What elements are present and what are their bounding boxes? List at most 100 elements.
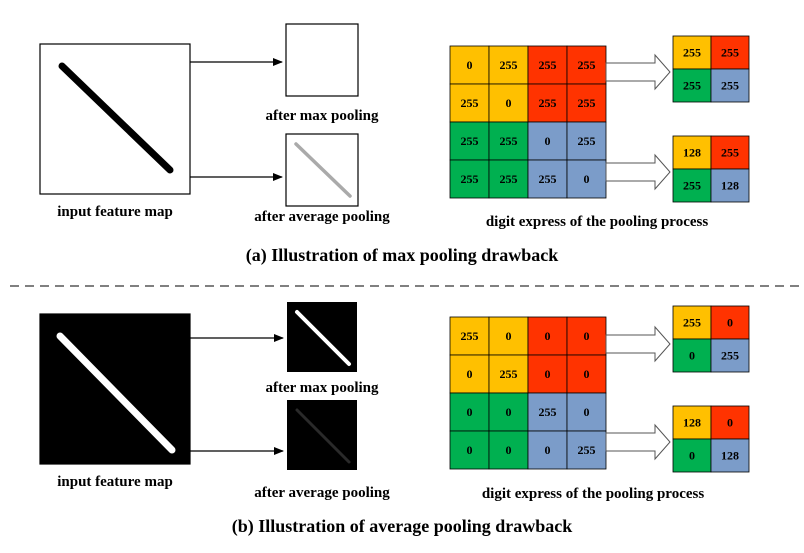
panel-b-grid-cell-value: 255 (461, 329, 479, 343)
panel-b-grid-cell-value: 255 (539, 405, 557, 419)
panel-a-avg-result-cell-value: 255 (721, 146, 739, 160)
panel-b-block-arrow-max (605, 325, 671, 363)
panel-b-avg-result-cell (710, 438, 750, 473)
panel-a-grid-cell-value: 255 (461, 134, 479, 148)
panel-a-grid-cell (566, 45, 607, 85)
panel-b-max-label: after max pooling (265, 380, 379, 396)
panel-a-grid-cell-value: 0 (584, 172, 590, 186)
panel-b-input-label: input feature map (57, 474, 173, 490)
panel-a-input-label: input feature map (57, 204, 173, 220)
panel-a-digit-grid: 0 255 255 255 255 0 255 255 255 255 0 255 255 255 255 0 (449, 45, 607, 199)
panel-a-max-result-cell (710, 68, 750, 103)
panel-b-avg-result-cell (710, 405, 750, 440)
panel-a-max-result-cell (710, 35, 750, 70)
panel-b-max-result-cell (672, 338, 712, 373)
panel-b-max-result-cell-value: 0 (727, 316, 733, 330)
panel-b-digit-grid: 255 0 0 0 0 255 0 0 0 0 255 0 0 0 0 255 (449, 316, 607, 470)
panel-a-max-result-cell-value: 255 (683, 79, 701, 93)
panel-a-avg-result-cell-value: 255 (683, 179, 701, 193)
panel-a-avg-label: after average pooling (254, 209, 390, 225)
panel-a-grid-cell-value: 0 (506, 96, 512, 110)
panel-a-input-line (58, 62, 174, 174)
panel-b-grid-cell-value: 0 (467, 443, 473, 457)
panel-a-grid-cell-value: 0 (467, 58, 473, 72)
panel-a-grid-cell-value: 255 (539, 172, 557, 186)
panel-a-grid-cell-value: 255 (578, 58, 596, 72)
panel-b-grid-cell-value: 0 (506, 443, 512, 457)
panel-a-grid-cell (527, 83, 568, 123)
panel-a-grid-cell (488, 121, 529, 161)
panel-b-avg-result-cell-value: 128 (683, 416, 701, 430)
panel-a-max-result-grid: 255 255 255 255 (672, 35, 750, 103)
panel-a-max-result-cell-value: 255 (683, 46, 701, 60)
panel-b-grid-cell-value: 0 (584, 405, 590, 419)
panel-b-block-arrow-avg (605, 423, 671, 461)
panel-b-avg-result-cell-value: 128 (721, 449, 739, 463)
panel-b-max-result-cell-value: 0 (689, 349, 695, 363)
panel-a-grid-cell-value: 255 (539, 96, 557, 110)
panel-a-grid-cell (449, 121, 490, 161)
panel-a-avg-result-cell (710, 168, 750, 203)
panel-a-grid-cell-value: 255 (461, 172, 479, 186)
panel-b-avg-result-cell (672, 438, 712, 473)
panel-a-block-arrow-max (605, 53, 671, 91)
panel-a-grid-cell (566, 83, 607, 123)
panel-a-grid-cell-value: 255 (578, 134, 596, 148)
panel-a-digit-label: digit express of the pooling process (486, 214, 709, 230)
panel-b-avg-label: after average pooling (254, 485, 390, 501)
panel-a-grid-cell-value: 0 (545, 134, 551, 148)
panel-a-avg-result-cell-value: 128 (683, 146, 701, 160)
panel-a-caption: (a) Illustration of max pooling drawback (246, 245, 559, 266)
panel-b-max-line (295, 310, 351, 366)
panel-b-grid-cell-value: 255 (578, 443, 596, 457)
panel-a-max-result-cell-value: 255 (721, 46, 739, 60)
panel-a-avg-line (294, 142, 352, 198)
panel-a-grid-cell (488, 45, 529, 85)
panel-a-grid-cell-value: 255 (578, 96, 596, 110)
panel-b-max-result-cell (710, 338, 750, 373)
panel-a-grid-cell-value: 255 (539, 58, 557, 72)
panel-b: input feature map after max pooling afte… (39, 302, 750, 537)
panel-b-grid-cell (449, 316, 490, 356)
panel-a-max-output (285, 23, 359, 97)
panel-b-grid-cell-value: 0 (467, 367, 473, 381)
panel-b-grid-cell-value: 0 (545, 443, 551, 457)
panel-a-avg-result-cell (710, 135, 750, 170)
panel-b-grid-cell (449, 354, 490, 394)
panel-a-grid-cell-value: 255 (500, 134, 518, 148)
panel-b-avg-result-cell (672, 405, 712, 440)
panel-a-block-arrow-avg (605, 153, 671, 191)
panel-b-max-result-cell (710, 305, 750, 340)
panel-a-grid-cell (449, 45, 490, 85)
panel-a-grid-cell (566, 159, 607, 199)
panel-a-max-result-cell (672, 35, 712, 70)
panel-b-max-result-grid: 255 0 0 255 (672, 305, 750, 373)
panel-b-grid-cell-value: 0 (584, 367, 590, 381)
panel-b-max-result-cell-value: 255 (683, 316, 701, 330)
panel-b-grid-cell (527, 392, 568, 432)
panel-b-grid-cell-value: 255 (500, 367, 518, 381)
panel-a-max-label: after max pooling (265, 108, 379, 124)
panel-b-avg-result-cell-value: 0 (727, 416, 733, 430)
panel-b-grid-cell (566, 430, 607, 470)
panel-b-grid-cell-value: 0 (545, 329, 551, 343)
panel-b-grid-cell (527, 354, 568, 394)
panel-a-max-result-cell (672, 68, 712, 103)
panel-b-grid-cell-value: 0 (506, 329, 512, 343)
panel-a-avg-result-cell (672, 168, 712, 203)
panel-b-avg-line (295, 408, 351, 464)
panel-b-avg-result-grid: 128 0 0 128 (672, 405, 750, 473)
panel-b-grid-cell-value: 0 (584, 329, 590, 343)
panel-b-grid-cell-value: 0 (506, 405, 512, 419)
panel-b-digit-label: digit express of the pooling process (482, 486, 705, 502)
panel-a-grid-cell-value: 255 (461, 96, 479, 110)
panel-b-grid-cell (527, 430, 568, 470)
panel-a-max-result-cell-value: 255 (721, 79, 739, 93)
panel-a-avg-result-grid: 128 255 255 128 (672, 135, 750, 203)
panel-a-grid-cell-value: 255 (500, 172, 518, 186)
panel-a-grid-cell (566, 121, 607, 161)
panel-b-avg-result-cell-value: 0 (689, 449, 695, 463)
panel-b-max-result-cell-value: 255 (721, 349, 739, 363)
